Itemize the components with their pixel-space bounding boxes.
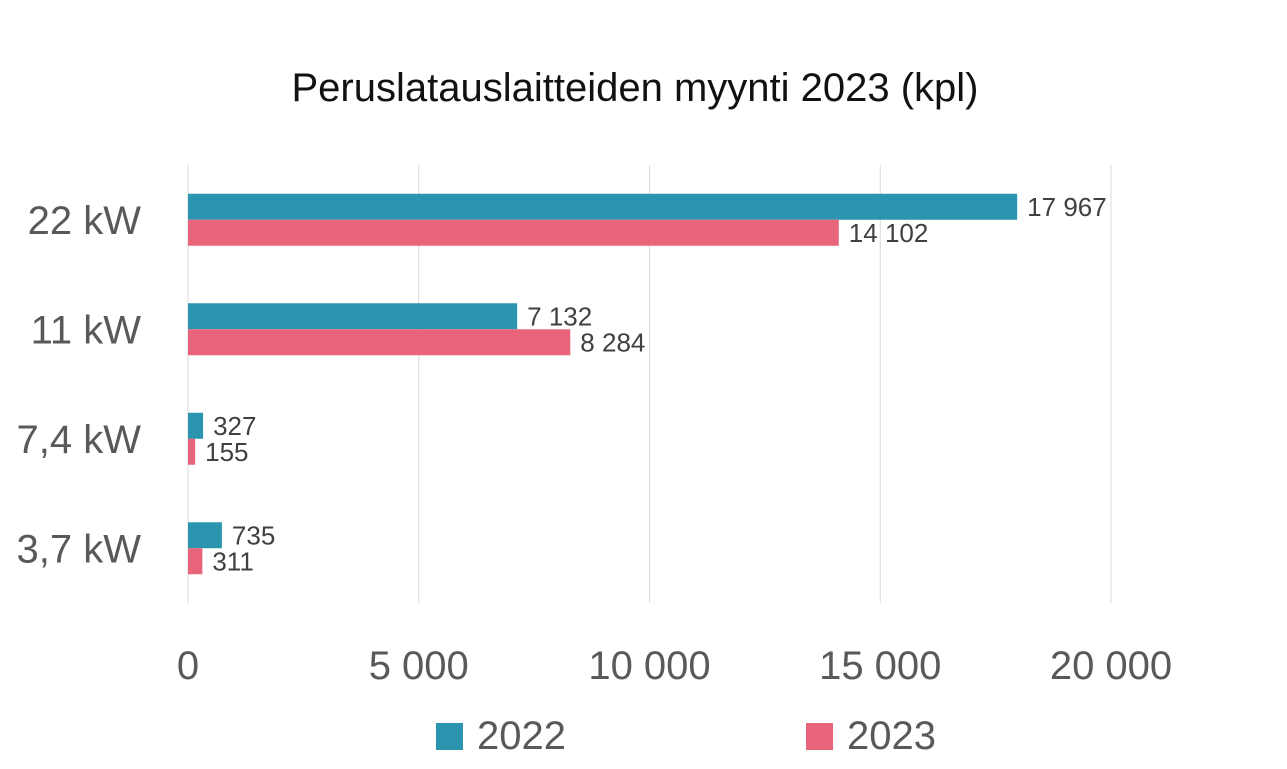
bar-2023-0 [188, 219, 839, 246]
data-label-2023-1: 8 284 [580, 327, 645, 357]
x-tick-label: 5 000 [369, 644, 469, 688]
data-label-2022-1: 7 132 [527, 301, 592, 331]
data-label-2023-0: 14 102 [849, 218, 929, 248]
legend-label-2023: 2023 [847, 713, 936, 758]
x-tick-label: 10 000 [588, 644, 710, 688]
data-label-2022-3: 735 [232, 520, 275, 550]
x-tick-label: 15 000 [819, 644, 941, 688]
legend-swatch-2022 [436, 722, 463, 750]
legend-label-2022: 2022 [477, 713, 566, 758]
bar-2022-0 [188, 193, 1018, 220]
category-label: 3,7 kW [17, 527, 142, 571]
bar-2022-3 [188, 522, 222, 549]
legend-item-2022: 2022 [436, 708, 566, 764]
value-axis-labels: 0 5 000 10 000 15 000 20 000 [177, 644, 1172, 688]
category-axis-labels: 22 kW 11 kW 7,4 kW 3,7 kW [17, 199, 142, 572]
bar-2023-3 [188, 548, 203, 575]
bar-2022-1 [188, 303, 518, 330]
legend-item-2023: 2023 [806, 708, 936, 764]
data-label-2023-3: 311 [212, 546, 253, 576]
chart-title: Peruslatauslaitteiden myynti 2023 (kpl) [291, 66, 979, 110]
bar-2023-1 [188, 329, 571, 356]
data-label-2022-0: 17 967 [1027, 192, 1107, 222]
x-tick-label: 0 [177, 644, 199, 688]
category-label: 11 kW [31, 308, 142, 352]
category-label: 22 kW [28, 199, 142, 243]
category-label: 7,4 kW [17, 418, 142, 462]
data-label-2022-2: 327 [213, 411, 256, 441]
bar-2022-2 [188, 412, 204, 439]
x-tick-label: 20 000 [1050, 644, 1172, 688]
bar-2023-2 [188, 438, 196, 465]
data-label-2023-2: 155 [205, 437, 248, 467]
legend: 2022 2023 [0, 708, 1287, 764]
bars [188, 193, 1018, 575]
legend-swatch-2023 [806, 722, 833, 750]
